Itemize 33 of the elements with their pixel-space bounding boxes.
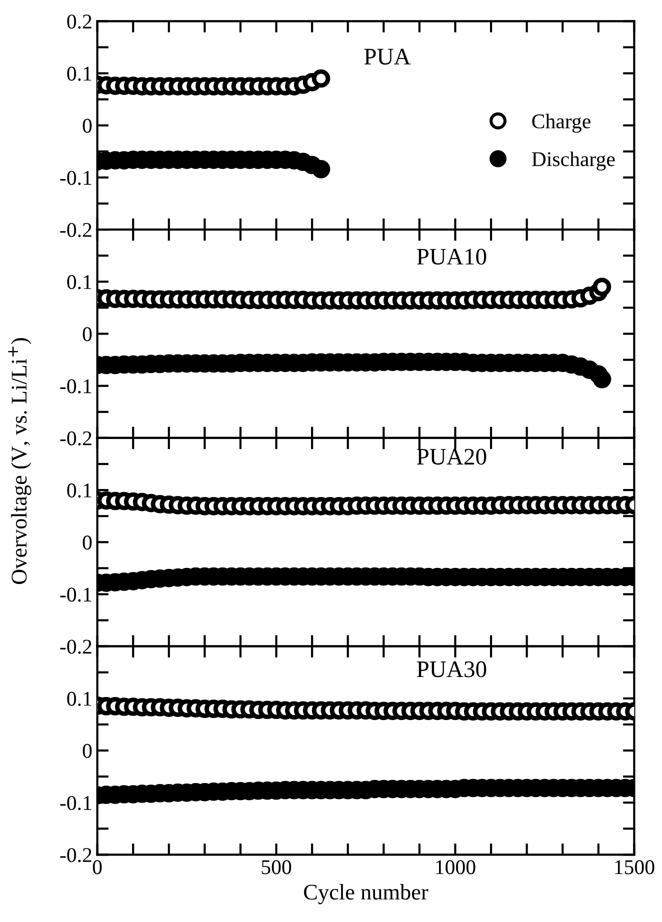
point	[592, 278, 612, 296]
legend-label: Charge	[532, 114, 590, 133]
legend-label: Discharge	[532, 152, 615, 171]
point	[312, 160, 330, 178]
point	[592, 370, 612, 388]
x-tick-label: 0	[92, 860, 102, 874]
annotation: PUA10	[416, 248, 486, 265]
annotation: PUA	[364, 48, 411, 65]
point	[312, 69, 330, 88]
y-tick-label: 0.1	[67, 692, 92, 706]
x-axis-title: Cycle number	[304, 884, 428, 904]
y-tick-label: 0.1	[67, 275, 92, 290]
y-tick-label: -0.1	[60, 796, 92, 810]
y-tick-label: 0	[82, 118, 92, 133]
y-tick-label: -0.2	[60, 222, 92, 238]
annotation: PUA30	[416, 661, 486, 678]
y-tick-label: -0.2	[60, 640, 92, 654]
y-tick-label: 0	[82, 327, 92, 342]
y-tick-label: 0	[82, 744, 92, 758]
y-tick-label: -0.2	[60, 848, 92, 862]
annotation: PUA20	[416, 448, 486, 465]
y-tick-label: 0.2	[67, 14, 92, 29]
y-tick-label: 0.1	[67, 483, 92, 498]
y-tick-label: -0.1	[60, 588, 92, 602]
y-tick-label: 0	[82, 536, 92, 550]
x-tick-label: 1000	[436, 860, 476, 874]
y-tick-label: -0.1	[60, 379, 92, 394]
y-tick-label: 0.1	[67, 66, 92, 81]
x-tick-label: 500	[262, 860, 292, 874]
y-axis-title: Overvoltage (V, vs. Li/Li$^{+}$)	[8, 338, 32, 584]
y-tick-label: -0.2	[60, 431, 92, 446]
x-tick-label: 1500	[615, 860, 654, 874]
y-tick-label: -0.1	[60, 170, 92, 186]
